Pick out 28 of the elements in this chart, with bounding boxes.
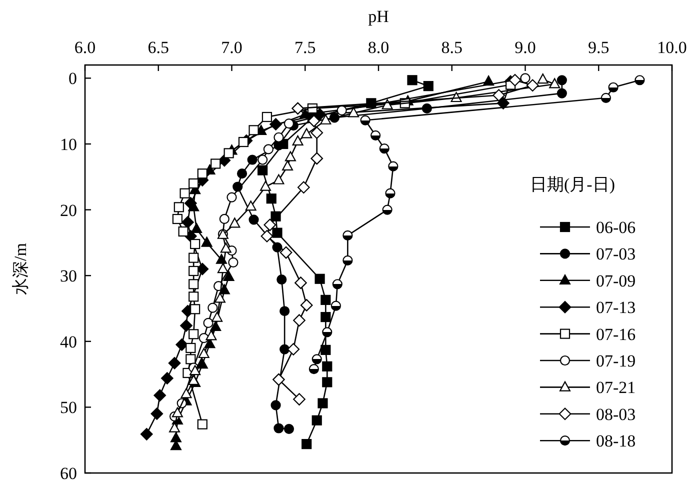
legend-label: 06-06 [596,218,636,237]
y-tick-label: 30 [60,266,77,286]
x-tick-label: 9.5 [588,38,610,57]
y-tick-label: 10 [60,134,77,154]
legend-label: 07-16 [596,324,636,344]
y-tick-label: 0 [68,69,77,88]
legend-title: 日期(月-日) [530,175,615,194]
x-tick-label: 6.5 [148,38,169,57]
legend-label: 07-13 [596,298,636,318]
y-tick-label: 40 [60,332,77,352]
legend-label: 07-19 [596,352,636,370]
x-tick-label: 8.0 [368,38,390,57]
x-tick-label: 10.0 [657,38,687,57]
x-tick-label: 8.5 [441,38,462,57]
legend-label: 08-03 [596,404,636,424]
x-tick-label: 6.0 [74,38,96,57]
y-tick-label: 60 [60,464,77,483]
x-tick-label: 7.5 [294,38,316,57]
x-axis-title: pH [368,7,389,26]
legend-label: 07-03 [596,244,636,264]
legend-label: 07-21 [596,378,636,398]
legend-label: 08-18 [596,432,636,451]
y-tick-label: 20 [60,200,77,220]
y-tick-label: 50 [60,398,77,418]
x-tick-label: 9.0 [514,38,536,57]
legend-label: 07-09 [596,271,636,290]
y-axis-title: 水深/m [11,243,30,295]
x-tick-label: 7.0 [221,38,242,57]
